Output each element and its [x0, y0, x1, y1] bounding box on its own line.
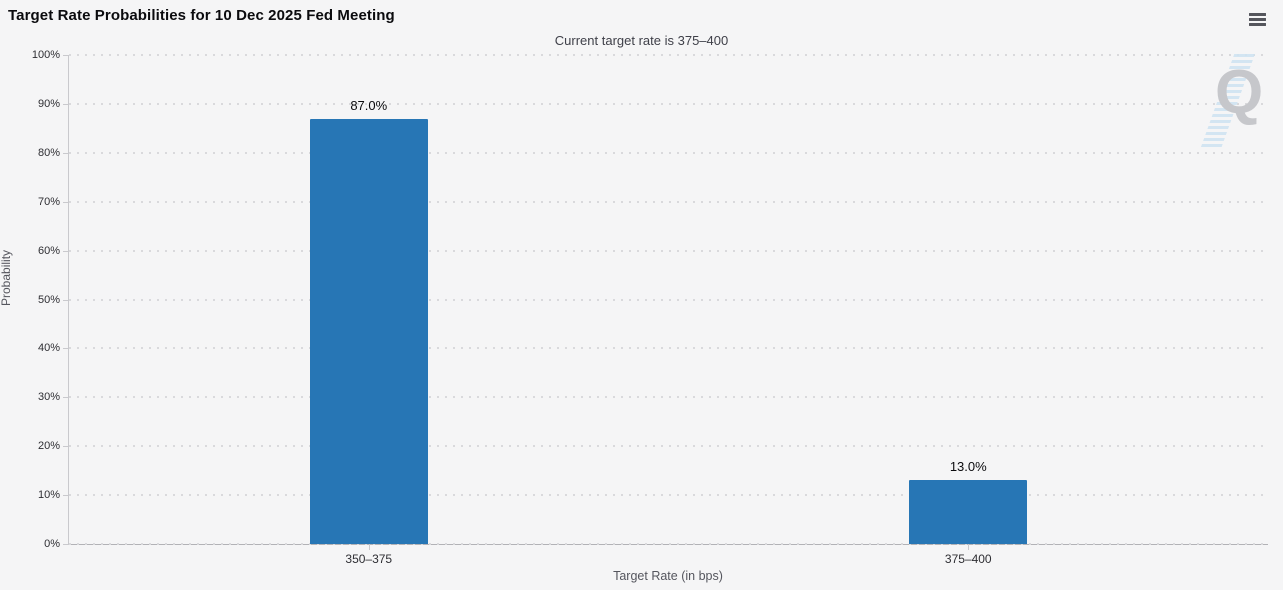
- y-tick-label: 70%: [37, 195, 60, 208]
- y-axis-tick: [63, 152, 69, 154]
- chart-subtitle: Current target rate is 375–400: [554, 33, 729, 48]
- y-tick-label: 80%: [37, 146, 60, 159]
- gridline: [69, 298, 1268, 301]
- bar-column: 87.0%: [309, 55, 428, 544]
- y-axis-tick: [63, 250, 69, 252]
- probability-bar[interactable]: [309, 118, 428, 544]
- plot-area: 0% 10% 20% 30% 40% 50% 60% 70% 80% 90% 100% 87.0% 35…: [32, 49, 1268, 566]
- chart-title: Target Rate Probabilities for 10 Dec 202…: [8, 7, 395, 24]
- gridline: [69, 445, 1268, 448]
- y-axis-tick: [63, 446, 69, 448]
- y-tick-label: 20%: [37, 440, 60, 453]
- hamburger-menu-icon: [1248, 12, 1266, 16]
- probability-bar[interactable]: [909, 480, 1028, 544]
- gridline: [69, 54, 1268, 56]
- y-tick-label: 10%: [37, 489, 60, 502]
- y-axis-tick: [63, 103, 69, 105]
- y-tick-label: 50%: [37, 293, 60, 306]
- y-axis-tick: [63, 544, 69, 545]
- y-axis-tick: [63, 201, 69, 203]
- y-tick-label: 100%: [31, 49, 60, 61]
- y-axis-title: Probability: [0, 249, 13, 306]
- y-axis-tick: [63, 348, 69, 350]
- gridline: [69, 200, 1268, 203]
- y-tick-label: 60%: [37, 244, 60, 257]
- y-axis-tick: [63, 495, 69, 497]
- y-tick-label: 40%: [37, 342, 60, 355]
- y-tick-label: 30%: [37, 391, 60, 404]
- gridline: [69, 347, 1268, 350]
- x-tick-label: 350–375: [345, 552, 393, 566]
- bar-value-label: 87.0%: [350, 97, 388, 113]
- x-tick-label: 375–400: [944, 552, 992, 566]
- bar-value-label: 13.0%: [949, 459, 987, 475]
- x-axis-tick: [368, 544, 370, 550]
- y-axis-tick: [63, 55, 69, 56]
- x-axis-tick: [968, 544, 970, 550]
- y-axis-tick: [63, 299, 69, 301]
- gridline: [69, 151, 1268, 154]
- y-axis-tick: [63, 397, 69, 399]
- context-menu-button[interactable]: [1245, 9, 1269, 29]
- gridline: [69, 102, 1268, 105]
- y-tick-label: 90%: [37, 97, 60, 110]
- x-axis-title: Target Rate (in bps): [613, 569, 723, 583]
- bar-column: 13.0%: [909, 55, 1028, 544]
- gridline: [69, 543, 1268, 545]
- gridline: [69, 494, 1268, 497]
- gridline: [69, 249, 1268, 252]
- gridline: [69, 396, 1268, 399]
- y-tick-label: 0%: [44, 538, 60, 550]
